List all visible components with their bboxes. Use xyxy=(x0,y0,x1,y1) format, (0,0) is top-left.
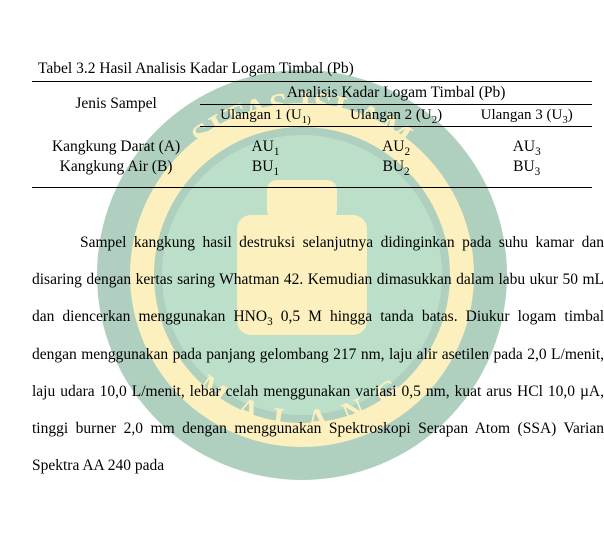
cell-sample: Kangkung Air (B) xyxy=(32,157,200,177)
header-group: Analisis Kadar Logam Timbal (Pb) xyxy=(200,82,592,105)
header-u1: Ulangan 1 (U1) xyxy=(200,105,331,127)
table-row: Kangkung Darat (A) AU1 AU2 AU3 xyxy=(32,137,592,157)
header-u2: Ulangan 2 (U2) xyxy=(331,105,462,127)
cell-sample: Kangkung Darat (A) xyxy=(32,137,200,157)
cell-u3: BU3 xyxy=(461,157,592,177)
page-content: Tabel 3.2 Hasil Analisis Kadar Logam Tim… xyxy=(0,0,604,484)
cell-u1: AU1 xyxy=(200,137,331,157)
cell-u2: AU2 xyxy=(331,137,462,157)
header-sample: Jenis Sampel xyxy=(32,82,200,127)
cell-u3: AU3 xyxy=(461,137,592,157)
table-row: Kangkung Air (B) BU1 BU2 BU3 xyxy=(32,157,592,177)
analysis-table: Jenis Sampel Analisis Kadar Logam Timbal… xyxy=(32,81,592,188)
body-paragraph: Sampel kangkung hasil destruksi selanjut… xyxy=(32,224,604,484)
table-caption: Tabel 3.2 Hasil Analisis Kadar Logam Tim… xyxy=(38,60,604,78)
cell-u1: BU1 xyxy=(200,157,331,177)
cell-u2: BU2 xyxy=(331,157,462,177)
header-u3: Ulangan 3 (U3) xyxy=(461,105,592,127)
